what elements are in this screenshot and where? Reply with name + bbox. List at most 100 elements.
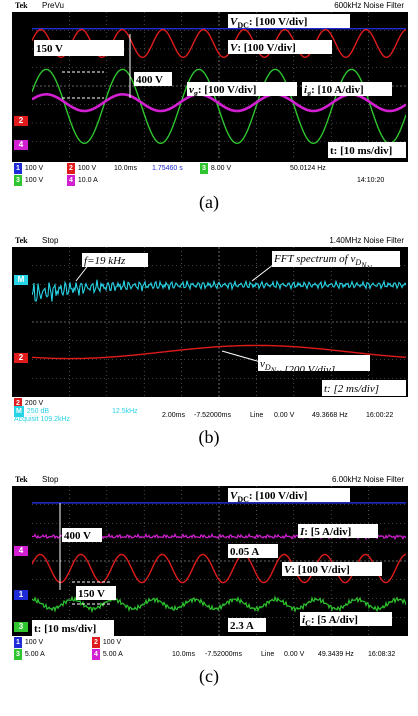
label-bg xyxy=(298,524,378,538)
label-bg xyxy=(76,586,116,600)
time-scale-label: t: [2 ms/div] xyxy=(324,383,379,395)
ch2-marker: 2 xyxy=(14,116,28,126)
label-bg xyxy=(82,253,148,267)
vdn-trace xyxy=(32,344,406,360)
caption-c: (c) xyxy=(199,666,219,686)
vdn-pointer xyxy=(221,350,265,364)
ig-label: ig: [10 A/div] xyxy=(304,84,364,98)
ch4-scale: 4 5.00 A xyxy=(92,649,123,660)
vdn-label: vDNN [200 V/div] xyxy=(260,358,335,378)
label-bg xyxy=(32,620,114,636)
brand-label: Tek xyxy=(15,1,28,10)
delay: -7.52000ms xyxy=(205,651,242,658)
ch3-scale: 3 100 V xyxy=(14,175,44,186)
timebase: 10.0ms xyxy=(172,651,195,658)
scope-a-header: Tek PreVu 600kHz Noise Filter xyxy=(12,0,408,12)
scope-c-header: Tek Stop 6.00kHz Noise Filter xyxy=(12,474,408,486)
label-bg xyxy=(228,618,266,632)
run-state: Stop xyxy=(42,236,59,245)
ch4-scale: 4 10.0 A xyxy=(67,175,98,186)
v-label: V: [100 V/div] xyxy=(230,42,296,54)
filter-label: 600kHz Noise Filter xyxy=(334,1,404,10)
waveform-area-a: 150 V 400 V VDC: [100 V/div] V: [100 V/div]… xyxy=(32,12,406,160)
amp-label-150: 150 V xyxy=(78,588,105,600)
vg-trace xyxy=(32,68,406,145)
ch3-scale: 3 5.00 A xyxy=(14,649,45,660)
time-scale-label: t: [10 ms/div] xyxy=(330,145,392,157)
frequency: 50.0124 Hz xyxy=(290,165,326,172)
scope-b-header: Tek Stop 1.40MHz Noise Filter xyxy=(12,235,408,247)
filter-label: 6.00kHz Noise Filter xyxy=(331,475,404,484)
label-bg xyxy=(300,612,392,626)
label-bg xyxy=(134,72,172,86)
status-bar-a: 1 100 V 2 100 V 3 100 V 4 10.0 A 10.0ms 1.75… xyxy=(12,162,408,188)
ripple-i-label: 0.05 A xyxy=(230,546,259,558)
label-bg xyxy=(302,82,392,96)
waveform-plot-c: 400 V 150 V VDC: [100 V/div] I: [5 A/div] 0.… xyxy=(32,486,406,636)
ic-trace xyxy=(32,595,406,614)
vg-label: vg: [100 V/div] xyxy=(189,84,256,98)
ripple-c-label: 2.3 A xyxy=(230,620,254,632)
waveform-area-b: f=19 kHz FFT spectrum of vDNN vDNN [200 V/… xyxy=(32,247,406,397)
delay: 1.75460 s xyxy=(152,165,183,172)
ch1-scale: 1 100 V xyxy=(14,163,44,174)
label-bg xyxy=(282,562,382,576)
fft-trace xyxy=(32,279,406,303)
trigger: 3 8.00 V xyxy=(200,163,232,174)
math-span: 12.5kHz xyxy=(112,408,138,415)
trigger-level: 0.00 V xyxy=(284,651,305,658)
math-scale: M 250 dB xyxy=(14,406,50,417)
acquisition: Acquisit 109.2kHz xyxy=(14,416,71,423)
clock: 14:10:20 xyxy=(357,177,385,184)
ch1-marker: 1 xyxy=(14,590,28,600)
ch1-scale: 1 100 V xyxy=(14,637,44,648)
scope-a: Tek PreVu 600kHz Noise Filter 2 4 150 V 4… xyxy=(12,0,408,188)
amp-label-150: 150 V xyxy=(36,43,63,55)
label-bg xyxy=(328,142,406,158)
label-bg xyxy=(34,40,124,56)
fft-label: FFT spectrum of vDNN xyxy=(273,253,373,273)
ch2-scale: 2 100 V xyxy=(67,163,97,174)
delay: -7.52000ms xyxy=(194,412,231,419)
freq-label: f=19 kHz xyxy=(84,255,126,267)
timebase: 2.00ms xyxy=(162,412,185,419)
label-bg xyxy=(258,355,370,371)
ic-label: iC: [5 A/div] xyxy=(302,614,358,628)
scope-c: Tek Stop 6.00kHz Noise Filter 4 1 3 400 … xyxy=(12,474,408,662)
ch4-marker: 4 xyxy=(14,140,28,150)
amp-label-400: 400 V xyxy=(136,74,163,86)
label-bg xyxy=(228,14,350,28)
clock: 16:00:22 xyxy=(366,412,394,419)
vdc-label: VDC: [100 V/div] xyxy=(230,490,307,504)
i-label: I: [5 A/div] xyxy=(299,526,351,538)
run-state: PreVu xyxy=(42,1,64,10)
waveform-plot-a: 150 V 400 V VDC: [100 V/div] V: [100 V/div]… xyxy=(32,12,406,160)
label-bg xyxy=(187,82,297,96)
label-bg xyxy=(272,251,400,267)
status-bar-c: 1 100 V 2 100 V 3 5.00 A 4 5.00 A 10.0ms -7.… xyxy=(12,636,408,662)
brand-label: Tek xyxy=(15,236,28,245)
label-bg xyxy=(322,380,406,396)
label-bg xyxy=(228,488,350,502)
frequency: 49.3439 Hz xyxy=(318,651,354,658)
vdc-label: VDC: [100 V/div] xyxy=(230,16,307,30)
ch4-marker: 4 xyxy=(14,546,28,556)
ig-trace xyxy=(32,93,406,113)
filter-label: 1.40MHz Noise Filter xyxy=(329,236,404,245)
label-bg xyxy=(228,40,332,54)
ch3-marker: 3 xyxy=(14,622,28,632)
brand-label: Tek xyxy=(15,475,28,484)
math-marker: M xyxy=(14,275,28,285)
trigger-source: Line xyxy=(250,412,264,419)
v-label: V: [100 V/div] xyxy=(284,564,350,576)
trigger-level: 0.00 V xyxy=(274,412,295,419)
run-state: Stop xyxy=(42,475,59,484)
status-bar-b: 2 200 V M 250 dB 12.5kHz Acquisit 109.2kHz… xyxy=(12,397,408,423)
waveform-area-c: 400 V 150 V VDC: [100 V/div] I: [5 A/div] 0.… xyxy=(32,486,406,636)
label-bg xyxy=(62,528,102,542)
ch2-scale: 2 200 V xyxy=(14,398,44,409)
ch2-scale: 2 100 V xyxy=(92,637,122,648)
scope-b: Tek Stop 1.40MHz Noise Filter M 2 f=19 k… xyxy=(12,235,408,423)
v-trace xyxy=(32,553,406,584)
frequency: 49.3668 Hz xyxy=(312,412,348,419)
